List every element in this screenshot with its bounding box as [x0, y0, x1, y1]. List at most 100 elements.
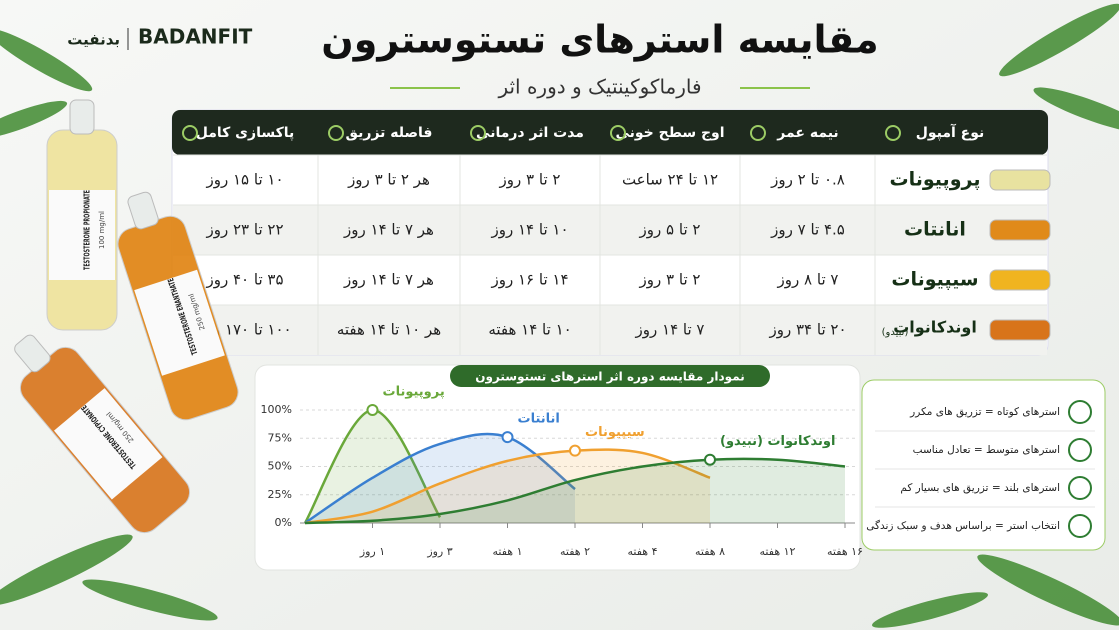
x-tick-label: ۱ هفته [492, 545, 522, 558]
ester-note: (نبیدو) [882, 327, 909, 338]
series-line [304, 432, 576, 525]
table-cell: ۰.۸ تا ۲ روز [770, 171, 845, 189]
header-icon [610, 125, 626, 141]
column-header: اوج سطح خونی [615, 125, 724, 141]
column-header: مدت اثر درمانی [476, 125, 584, 141]
vial-neck [14, 334, 51, 373]
header-icon [750, 125, 766, 141]
x-tick-label: ۱۲ هفته [760, 545, 796, 558]
brand-latin: BADANFIT [138, 25, 253, 49]
series-area [305, 409, 440, 523]
note: انتخاب استر = براساس هدف و سبک زندگی [866, 519, 1060, 532]
table-cell: ۱۲ تا ۲۴ ساعت [622, 171, 718, 189]
row-vial [989, 269, 1051, 291]
header-icon [182, 125, 198, 141]
vial-neck [69, 99, 95, 135]
vial-label [134, 269, 225, 376]
table-cell: ۷ تا ۸ روز [777, 271, 839, 289]
table-cell: هر ۷ تا ۱۴ روز [343, 271, 434, 289]
table-cell: ۷ تا ۱۴ روز [635, 321, 705, 339]
peak-marker [366, 404, 379, 416]
vial-neck [127, 191, 159, 230]
brand-persian: بدنفیت [67, 31, 120, 49]
table-cell: ۴.۵ تا ۷ روز [770, 221, 845, 239]
x-tick-label: ۱ روز [359, 545, 385, 558]
y-tick-label: 50% [268, 460, 292, 473]
vial-dose: 100 mg/ml [98, 211, 106, 249]
x-tick-label: ۲ هفته [560, 545, 590, 558]
ester-name: سیپیونات [891, 269, 978, 291]
y-tick-label: 75% [268, 431, 292, 444]
series-label: انانتات [518, 412, 560, 427]
note-icon [1068, 514, 1092, 538]
column-header: پاکسازی کامل [196, 125, 295, 141]
header-icon [328, 125, 344, 141]
y-tick-label: 100% [261, 403, 292, 416]
x-tick-label: ۱۶ هفته [827, 545, 863, 558]
peak-marker [501, 431, 514, 444]
vial-label [54, 388, 163, 500]
x-tick-label: ۴ هفته [627, 545, 657, 558]
table-row [173, 155, 1047, 205]
series-line [304, 448, 711, 525]
series-line [304, 457, 846, 525]
ester-name: انانتات [904, 219, 966, 241]
note-icon [1068, 476, 1092, 500]
column-header: نوع آمپول [916, 123, 985, 141]
vial-name: TESTOSTERONE PROPIONATE [83, 190, 92, 270]
chart-title-pill [450, 365, 770, 387]
table-row [173, 205, 1047, 255]
column-header: فاصله تزریق [346, 125, 433, 141]
table-cell: ۲ تا ۳ روز [499, 171, 561, 189]
note: استرهای بلند = تزریق های بسیار کم [900, 482, 1060, 494]
series-area [305, 458, 845, 523]
series-label: اوندکانوات (نبیدو) [720, 434, 835, 449]
vial: TESTOSTERONE PROPIONATE 100 mg/ml [46, 99, 118, 331]
note: استرهای کوتاه = تزریق های مکرر [909, 406, 1060, 418]
table-cell: ۱۰ تا ۱۵ روز [205, 171, 283, 189]
table-cell: ۱۰۰ تا ۱۷۰ روز [197, 321, 291, 339]
table-cell: ۱۴ تا ۱۶ روز [490, 271, 568, 289]
y-tick-label: 25% [268, 488, 292, 501]
column-header: نیمه عمر [776, 125, 838, 141]
table-cell: ۱۰ تا ۱۴ هفته [488, 321, 571, 339]
ester-name: اوندکانوات [893, 318, 977, 337]
peak-marker [569, 444, 581, 457]
series-label: پروپیونات [383, 385, 445, 400]
table-row [173, 305, 1047, 355]
series-label: سیپیونات [585, 425, 645, 440]
table-cell: ۲ تا ۵ روز [639, 221, 701, 239]
table-cell: هر ۷ تا ۱۴ روز [343, 221, 434, 239]
note-icon [1068, 438, 1092, 462]
x-tick-label: ۸ هفته [695, 545, 725, 558]
row-vial [989, 319, 1051, 341]
table-header [172, 110, 1048, 155]
table-cell: ۲۲ تا ۲۳ روز [205, 221, 283, 239]
note-icon [1068, 400, 1092, 424]
row-vial [989, 169, 1051, 191]
series-area [305, 449, 710, 523]
header-icon [470, 125, 486, 141]
title: مقایسه استرهای تستوسترون [321, 18, 878, 63]
table-cell: ۱۰ تا ۱۴ روز [490, 221, 568, 239]
row-vial [989, 219, 1051, 241]
table-cell: ۲ تا ۳ روز [639, 271, 701, 289]
header-icon [885, 125, 901, 141]
peak-marker [704, 453, 716, 466]
subtitle: فارماکوکینتیک و دوره اثر [497, 75, 701, 99]
ester-name: پروپیونات [890, 169, 981, 191]
table-cell: هر ۲ تا ۳ روز [347, 171, 430, 189]
y-tick-label: 0% [275, 516, 292, 529]
table-cell: هر ۱۰ تا ۱۴ هفته [337, 321, 441, 339]
note: استرهای متوسط = تعادل مناسب [913, 444, 1060, 456]
vial-label [49, 190, 115, 280]
table-cell: ۳۵ تا ۴۰ روز [205, 271, 283, 289]
table-row [173, 255, 1047, 305]
chart-title: نمودار مقایسه دوره اثر استرهای تستوسترون [475, 370, 745, 385]
table-cell: ۲۰ تا ۳۴ روز [768, 321, 846, 339]
x-tick-label: ۳ روز [426, 545, 452, 558]
